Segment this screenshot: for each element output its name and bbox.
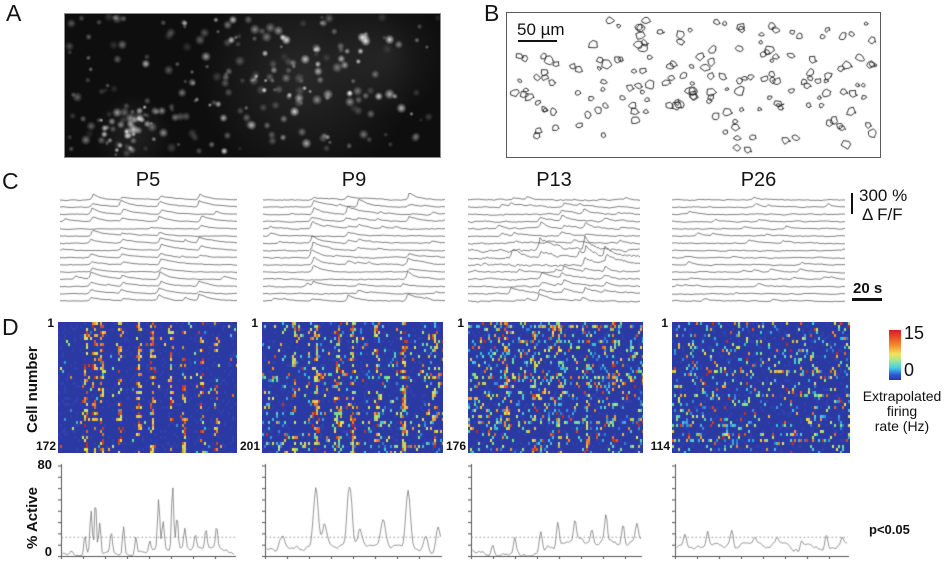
firing-rate-heatmap-p9 [262, 322, 443, 453]
firing-rate-heatmap-p13 [468, 322, 643, 453]
cell-outlines-canvas [507, 13, 880, 157]
scale-bar-label: 50 µm [517, 20, 565, 39]
significance-threshold-label: p<0.05 [869, 522, 910, 537]
active-axis-min: 0 [44, 544, 52, 559]
heatmap2-top-cell: 1 [251, 316, 258, 330]
amplitude-scale-bar [851, 193, 853, 214]
colorbar-caption-line2: firing [886, 403, 918, 419]
colorbar-caption: Extrapolated firing rate (Hz) [854, 389, 950, 434]
firing-rate-heatmap-p5 [58, 322, 237, 453]
heatmap3-top-cell: 1 [457, 316, 464, 330]
cell-number-axis-label: Cell number [24, 346, 41, 434]
heatmap4-bottom-cell: 114 [650, 439, 670, 453]
active-axis-max: 80 [37, 457, 52, 472]
colorbar-caption-line1: Extrapolated [862, 388, 942, 404]
firing-rate-colorbar [889, 330, 901, 380]
calcium-traces-p13 [468, 193, 640, 306]
amplitude-scale-label: 300 % [859, 186, 908, 205]
panel-c-label: C [2, 168, 19, 194]
age-title-p26: P26 [740, 169, 777, 191]
calcium-traces-p9 [263, 193, 445, 306]
percent-active-plot-p13 [468, 462, 643, 559]
heatmap4-top-cell: 1 [661, 316, 668, 330]
panel-d-label: D [2, 314, 19, 340]
heatmap1-bottom-cell: 172 [35, 439, 56, 453]
time-scale-label: 20 s [853, 280, 883, 297]
heatmap3-bottom-cell: 176 [445, 439, 466, 453]
percent-active-plot-p5 [58, 462, 237, 559]
age-title-p5: P5 [135, 169, 161, 191]
colorbar-max-label: 15 [904, 323, 925, 343]
panel-b-cell-outline-map: 50 µm [506, 12, 881, 158]
colorbar-min-label: 0 [904, 360, 915, 380]
age-title-p9: P9 [341, 169, 367, 191]
panel-a-label: A [6, 0, 22, 26]
fluorescence-micrograph-canvas [65, 14, 440, 157]
panel-a-fluorescence-image [64, 13, 441, 158]
percent-active-axis-label: % Active [24, 487, 41, 549]
percent-active-plot-p26 [672, 462, 850, 559]
panel-b-label: B [484, 0, 500, 26]
heatmap2-bottom-cell: 201 [239, 439, 260, 453]
time-scale-bar [852, 298, 882, 301]
colorbar-caption-line3: rate (Hz) [874, 418, 930, 434]
percent-active-plot-p9 [262, 462, 443, 559]
calcium-traces-p26 [672, 193, 845, 306]
calcium-traces-p5 [60, 193, 237, 306]
firing-rate-heatmap-p26 [672, 322, 850, 453]
amplitude-unit-label: Δ F/F [862, 205, 903, 224]
heatmap1-top-cell: 1 [47, 316, 54, 330]
scale-bar [518, 40, 557, 42]
age-title-p13: P13 [536, 169, 572, 191]
